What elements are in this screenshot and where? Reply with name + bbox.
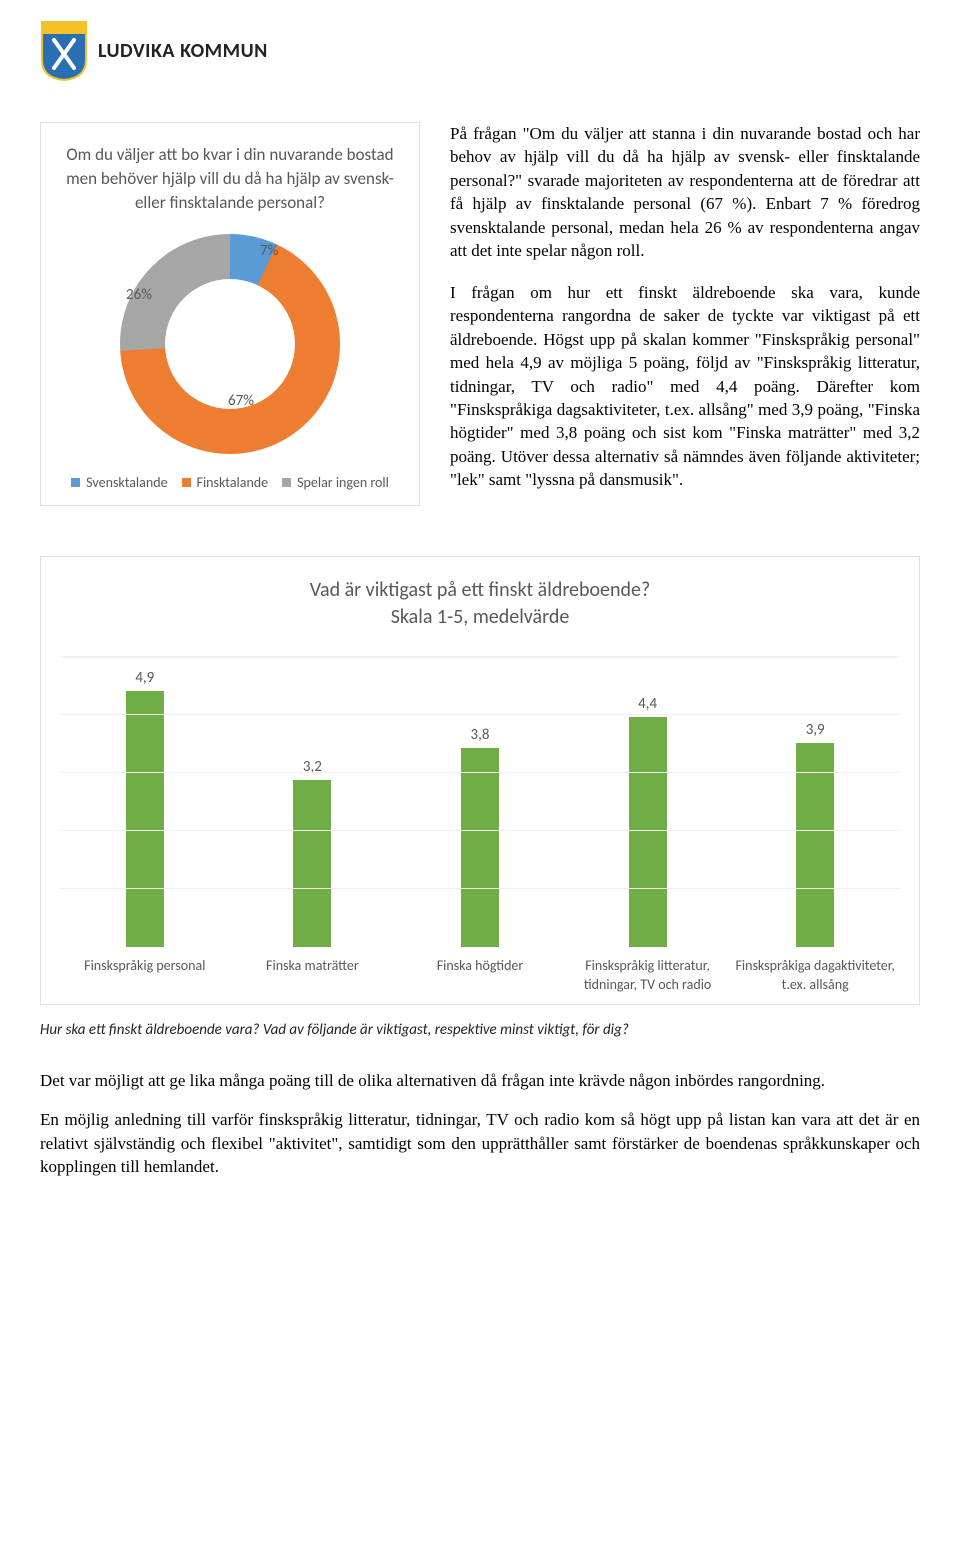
bar-columns: 4,9 3,2 3,8 4,4 3,9 bbox=[61, 658, 899, 947]
closing-paragraph-1: Det var möjligt att ge lika många poäng … bbox=[40, 1069, 920, 1092]
bar-column: 3,8 bbox=[396, 658, 564, 947]
bar-x-label: Finskspråkiga dagaktiviteter, t.ex. alls… bbox=[731, 957, 899, 993]
grid-line bbox=[61, 772, 899, 773]
bar-value-label: 4,9 bbox=[135, 669, 154, 687]
closing-text: Det var möjligt att ge lika många poäng … bbox=[40, 1069, 920, 1179]
bar-rect bbox=[461, 748, 499, 947]
legend-swatch-icon bbox=[282, 478, 291, 487]
legend-item-svensktalande: Svensktalande bbox=[71, 474, 167, 491]
bar-column: 4,9 bbox=[61, 658, 229, 947]
bar-value-label: 3,9 bbox=[806, 721, 825, 739]
municipality-name: LUDVIKA KOMMUN bbox=[98, 39, 268, 63]
bar-x-label: Finskspråkig litteratur, tidningar, TV o… bbox=[564, 957, 732, 993]
bar-x-label: Finska maträtter bbox=[229, 957, 397, 993]
bar-column: 3,2 bbox=[229, 658, 397, 947]
body-text-column: På frågan "Om du väljer att stanna i din… bbox=[450, 122, 920, 492]
bar-rect bbox=[629, 717, 667, 948]
page-header: LUDVIKA KOMMUN bbox=[40, 20, 920, 82]
bar-value-label: 4,4 bbox=[638, 695, 657, 713]
donut-title: Om du väljer att bo kvar i din nuvarande… bbox=[59, 143, 401, 214]
legend-label: Spelar ingen roll bbox=[297, 474, 389, 491]
donut-hole bbox=[165, 279, 295, 409]
bar-x-labels: Finskspråkig personalFinska maträtterFin… bbox=[61, 957, 899, 993]
bar-column: 4,4 bbox=[564, 658, 732, 947]
bar-panel: Vad är viktigast på ett finskt äldreboen… bbox=[40, 556, 920, 1004]
grid-line bbox=[61, 888, 899, 889]
grid-line bbox=[61, 714, 899, 715]
closing-paragraph-2: En möjlig anledning till varför finskspr… bbox=[40, 1108, 920, 1178]
paragraph-1: På frågan "Om du väljer att stanna i din… bbox=[450, 122, 920, 263]
paragraph-2: I frågan om hur ett finskt äldreboende s… bbox=[450, 281, 920, 492]
donut-panel: Om du väljer att bo kvar i din nuvarande… bbox=[40, 122, 420, 506]
upper-section: Om du väljer att bo kvar i din nuvarande… bbox=[40, 122, 920, 506]
bar-caption: Hur ska ett finskt äldreboende vara? Vad… bbox=[40, 1021, 920, 1039]
legend-item-finsktalande: Finsktalande bbox=[182, 474, 269, 491]
bar-title-line2: Skala 1-5, medelvärde bbox=[391, 605, 570, 629]
donut-label-spelar-ingen-roll: 26% bbox=[126, 286, 152, 304]
bar-title: Vad är viktigast på ett finskt äldreboen… bbox=[61, 577, 899, 631]
donut-label-finsktalande: 67% bbox=[228, 392, 254, 410]
grid-line bbox=[61, 656, 899, 657]
donut-legend: Svensktalande Finsktalande Spelar ingen … bbox=[59, 474, 401, 491]
donut-ring: 7% 67% 26% bbox=[120, 234, 340, 454]
donut-label-svensktalande: 7% bbox=[260, 242, 278, 260]
bar-chart: 4,9 3,2 3,8 4,4 3,9 bbox=[61, 657, 899, 947]
legend-label: Finsktalande bbox=[197, 474, 269, 491]
bar-x-label: Finskspråkig personal bbox=[61, 957, 229, 993]
bar-column: 3,9 bbox=[731, 658, 899, 947]
donut-chart: 7% 67% 26% bbox=[59, 234, 401, 454]
bar-rect bbox=[796, 743, 834, 947]
legend-label: Svensktalande bbox=[86, 474, 167, 491]
bar-value-label: 3,8 bbox=[471, 726, 490, 744]
municipality-shield-icon bbox=[40, 20, 88, 82]
bar-rect bbox=[126, 691, 164, 948]
legend-swatch-icon bbox=[182, 478, 191, 487]
bar-x-label: Finska högtider bbox=[396, 957, 564, 993]
legend-swatch-icon bbox=[71, 478, 80, 487]
legend-item-spelar-ingen-roll: Spelar ingen roll bbox=[282, 474, 389, 491]
grid-line bbox=[61, 830, 899, 831]
bar-title-line1: Vad är viktigast på ett finskt äldreboen… bbox=[310, 578, 651, 602]
bar-rect bbox=[293, 780, 331, 948]
